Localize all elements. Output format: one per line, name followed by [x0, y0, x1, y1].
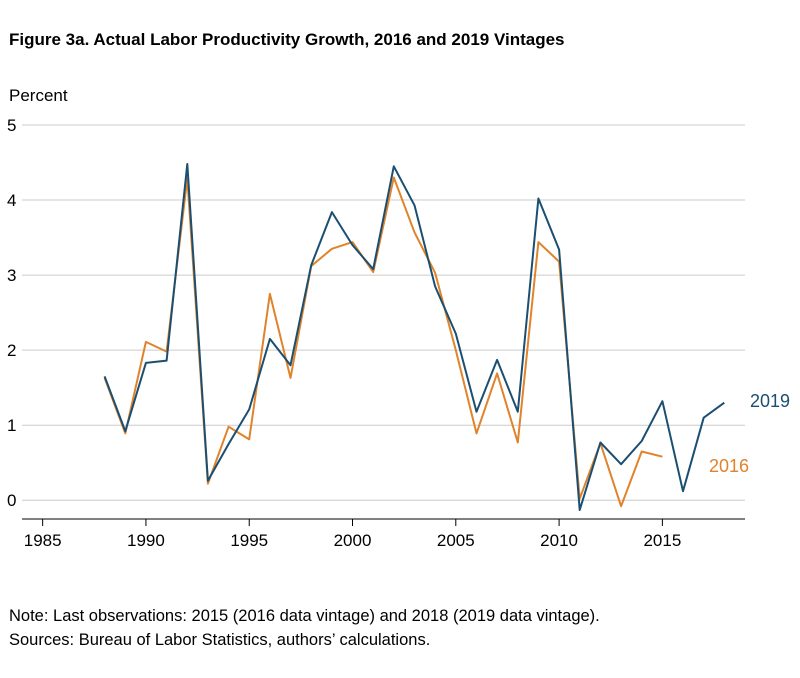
x-tick-label: 1985 — [24, 531, 62, 550]
series-line-2019 — [103, 163, 725, 511]
y-tick-label: 4 — [7, 191, 16, 210]
series-label-2019: 2019 — [750, 391, 790, 411]
y-axis-label: Percent — [9, 86, 68, 105]
series-line-2016 — [103, 176, 663, 508]
source-line: Sources: Bureau of Labor Statistics, aut… — [9, 631, 431, 649]
x-axis: 1985 1990 1995 2000 2005 2010 2015 — [22, 518, 745, 550]
chart-title: Figure 3a. Actual Labor Productivity Gro… — [9, 30, 565, 49]
x-tick-label: 1990 — [127, 531, 165, 550]
gridlines — [22, 124, 745, 501]
x-tick-label: 2015 — [643, 531, 681, 550]
series-labels: 2019 2016 — [709, 391, 790, 476]
y-tick-label: 3 — [7, 266, 16, 285]
x-tick-label: 2010 — [540, 531, 578, 550]
y-tick-label: 2 — [7, 341, 16, 360]
series-lines — [103, 163, 725, 511]
x-tick-label: 1995 — [230, 531, 268, 550]
y-tick-label: 0 — [7, 491, 16, 510]
chart-notes: Note: Last observations: 2015 (2016 data… — [9, 604, 600, 652]
note-line: Note: Last observations: 2015 (2016 data… — [9, 607, 600, 625]
y-tick-label: 1 — [7, 416, 16, 435]
x-tick-label: 2005 — [437, 531, 475, 550]
y-axis: 0 1 2 3 4 5 — [7, 116, 16, 510]
y-tick-label: 5 — [7, 116, 16, 135]
x-tick-label: 2000 — [334, 531, 372, 550]
series-label-2016: 2016 — [709, 456, 749, 476]
